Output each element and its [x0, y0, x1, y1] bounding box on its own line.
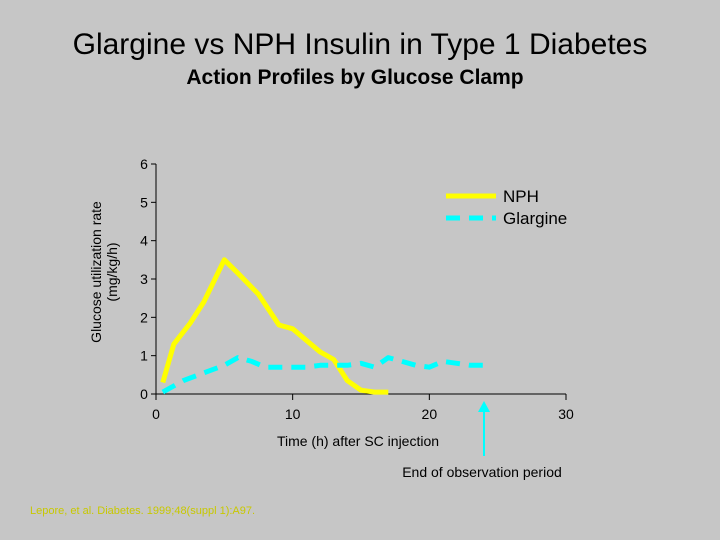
legend-label-glargine: Glargine — [503, 209, 567, 228]
observation-end-arrowhead — [478, 401, 490, 412]
observation-end-label: End of observation period — [402, 464, 562, 480]
y-tick-label: 3 — [140, 271, 148, 287]
y-tick-label: 2 — [140, 309, 148, 325]
y-tick-label: 1 — [140, 348, 148, 364]
y-tick-label: 0 — [140, 386, 148, 402]
citation: Lepore, et al. Diabetes. 1999;48(suppl 1… — [30, 505, 256, 517]
x-tick-label: 20 — [422, 406, 438, 422]
x-tick-label: 10 — [285, 406, 301, 422]
chart-title: Glargine vs NPH Insulin in Type 1 Diabet… — [72, 28, 648, 61]
chart-subtitle: Action Profiles by Glucose Clamp — [186, 66, 524, 89]
x-axis-label: Time (h) after SC injection — [277, 433, 439, 449]
x-tick-label: 0 — [152, 406, 160, 422]
x-tick-label: 30 — [558, 406, 574, 422]
y-axis-label-line: (mg/kg/h) — [104, 242, 120, 301]
y-tick-label: 4 — [140, 233, 148, 249]
y-tick-label: 6 — [140, 156, 148, 172]
series-line-nph — [160, 257, 389, 395]
y-tick-label: 5 — [140, 194, 148, 210]
y-axis-label-line: Glucose utilization rate — [88, 201, 104, 343]
legend-label-nph: NPH — [503, 187, 539, 206]
series-line-glargine — [161, 355, 484, 395]
